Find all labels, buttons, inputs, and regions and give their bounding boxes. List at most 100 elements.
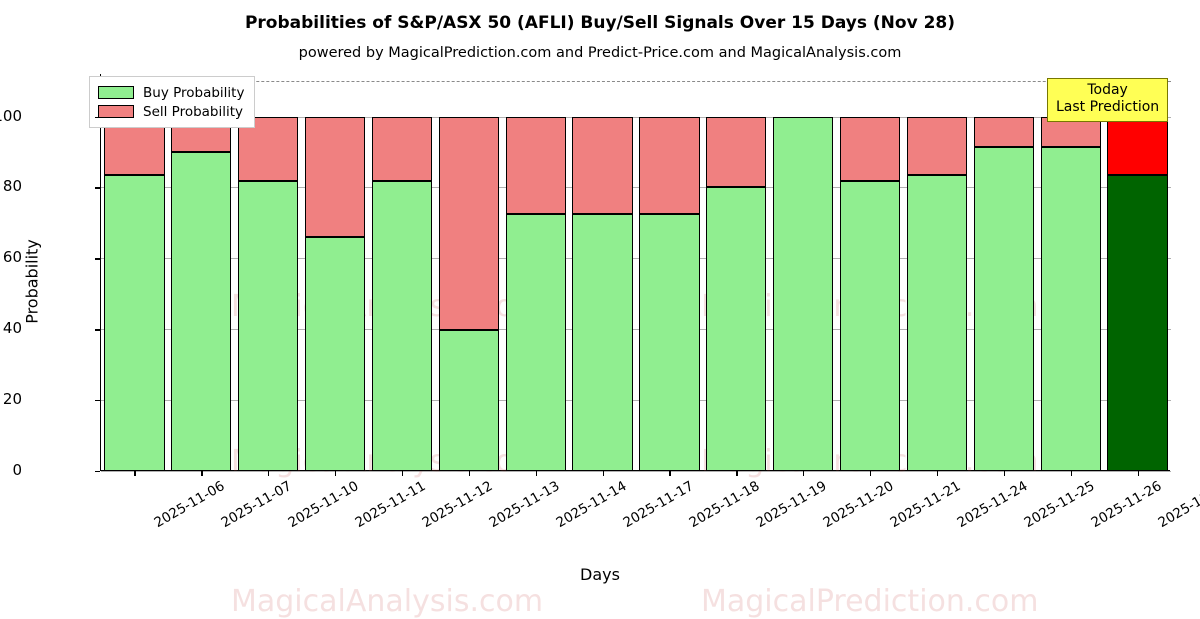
x-tick-mark bbox=[401, 471, 404, 476]
bar-segment-sell[interactable] bbox=[973, 116, 1034, 147]
bar-segment-buy[interactable] bbox=[706, 187, 767, 471]
x-tick-mark bbox=[936, 471, 939, 476]
bar-segment-buy[interactable] bbox=[171, 151, 232, 471]
y-tick-mark bbox=[95, 329, 100, 331]
bar-group[interactable] bbox=[639, 74, 700, 471]
y-gridline bbox=[101, 329, 1171, 331]
x-tick-label: 2025-11-07 bbox=[218, 478, 295, 532]
x-tick-mark bbox=[1003, 471, 1006, 476]
bar-segment-buy[interactable] bbox=[104, 175, 165, 471]
plot-inner: MagicalAnalysis.com MagicalPrediction.com… bbox=[101, 74, 1171, 619]
legend-item-buy: Buy Probability bbox=[98, 83, 244, 102]
bar-segment-sell[interactable] bbox=[304, 116, 366, 237]
y-tick-label: 100 bbox=[0, 106, 22, 125]
legend-label-sell: Sell Probability bbox=[143, 103, 244, 120]
bar-segment-sell[interactable] bbox=[906, 116, 968, 176]
bar-segment-buy[interactable] bbox=[1107, 175, 1168, 471]
y-axis-label: Probability bbox=[22, 239, 42, 324]
bar-segment-buy[interactable] bbox=[572, 214, 633, 471]
bar-group[interactable] bbox=[839, 74, 901, 471]
y-tick-mark bbox=[95, 400, 100, 402]
y-gridline bbox=[101, 471, 1171, 472]
bar-segment-sell[interactable] bbox=[706, 116, 767, 188]
x-tick-label: 2025-11-27 bbox=[1155, 478, 1200, 532]
x-tick-label: 2025-11-14 bbox=[553, 478, 630, 532]
page-title: Probabilities of S&P/ASX 50 (AFLI) Buy/S… bbox=[244, 13, 956, 33]
bar-group[interactable] bbox=[238, 74, 299, 471]
bar-segment-sell[interactable] bbox=[438, 116, 499, 331]
x-tick-mark bbox=[201, 471, 203, 476]
x-axis-label: Days bbox=[580, 565, 620, 584]
y-gridline bbox=[101, 258, 1171, 260]
x-tick-mark bbox=[268, 471, 270, 476]
bar-group[interactable] bbox=[505, 74, 566, 471]
bar-segment-sell[interactable] bbox=[639, 116, 700, 215]
bar-segment-buy[interactable] bbox=[639, 214, 700, 471]
bar-segment-buy[interactable] bbox=[773, 116, 834, 471]
x-tick-mark bbox=[1070, 471, 1072, 476]
x-tick-mark bbox=[1137, 471, 1139, 476]
watermark-text: MagicalAnalysis.com bbox=[231, 584, 544, 619]
bar-group[interactable] bbox=[973, 74, 1034, 471]
y-tick-label: 80 bbox=[2, 177, 22, 196]
bar-segment-buy[interactable] bbox=[438, 330, 499, 471]
bar-group[interactable] bbox=[773, 74, 834, 471]
x-tick-mark bbox=[803, 471, 805, 476]
x-tick-label: 2025-11-06 bbox=[151, 478, 228, 532]
y-tick-mark bbox=[95, 471, 100, 473]
x-tick-label: 2025-11-24 bbox=[954, 478, 1031, 532]
x-tick-mark bbox=[535, 471, 537, 476]
bar-segment-buy[interactable] bbox=[304, 236, 366, 471]
bar-group[interactable] bbox=[171, 74, 232, 471]
bar-group[interactable] bbox=[706, 74, 767, 471]
y-tick-label: 60 bbox=[2, 248, 22, 267]
x-tick-mark bbox=[736, 471, 738, 476]
bar-segment-buy[interactable] bbox=[238, 181, 299, 471]
bar-segment-buy[interactable] bbox=[505, 214, 566, 471]
chart-subtitle: powered by MagicalPrediction.com and Pre… bbox=[298, 45, 902, 61]
x-tick-label: 2025-11-25 bbox=[1021, 478, 1098, 532]
x-tick-label: 2025-11-13 bbox=[486, 478, 563, 532]
bar-segment-sell[interactable] bbox=[572, 116, 633, 215]
y-gridline bbox=[101, 400, 1171, 402]
reference-line bbox=[101, 81, 1171, 83]
y-tick-label: 20 bbox=[2, 390, 22, 409]
x-tick-label: 2025-11-17 bbox=[620, 478, 697, 532]
bar-segment-sell[interactable] bbox=[371, 116, 433, 182]
x-tick-mark bbox=[669, 471, 671, 476]
bar-segment-buy[interactable] bbox=[371, 181, 433, 471]
x-tick-mark bbox=[602, 471, 604, 476]
bar-group[interactable] bbox=[104, 74, 165, 471]
watermark-text: MagicalPrediction.com bbox=[701, 584, 1039, 619]
bar-segment-buy[interactable] bbox=[1040, 146, 1101, 471]
bar-group[interactable] bbox=[572, 74, 633, 471]
bar-segment-buy[interactable] bbox=[906, 175, 968, 471]
today-annotation: Today Last Prediction bbox=[1047, 78, 1169, 122]
y-gridline bbox=[101, 187, 1171, 189]
legend-item-sell: Sell Probability bbox=[98, 102, 244, 121]
bar-segment-sell[interactable] bbox=[1107, 116, 1168, 176]
bar-group[interactable] bbox=[1107, 74, 1168, 471]
bar-group[interactable] bbox=[371, 74, 433, 471]
x-tick-label: 2025-11-19 bbox=[753, 478, 830, 532]
legend-label-buy: Buy Probability bbox=[143, 84, 245, 101]
legend-swatch-sell-icon bbox=[98, 105, 134, 118]
x-tick-label: 2025-11-20 bbox=[820, 478, 897, 532]
bar-group[interactable] bbox=[438, 74, 499, 471]
today-annotation-line1: Today bbox=[1087, 82, 1128, 98]
x-tick-label: 2025-11-21 bbox=[887, 478, 964, 532]
x-tick-mark bbox=[335, 471, 337, 476]
x-tick-mark bbox=[468, 471, 471, 476]
bar-group[interactable] bbox=[906, 74, 968, 471]
bar-group[interactable] bbox=[304, 74, 366, 471]
bar-group[interactable] bbox=[1040, 74, 1101, 471]
bar-segment-buy[interactable] bbox=[839, 181, 901, 471]
x-tick-mark bbox=[134, 471, 136, 476]
chart-legend: Buy Probability Sell Probability bbox=[89, 76, 256, 128]
bar-segment-buy[interactable] bbox=[973, 146, 1034, 471]
today-annotation-line2: Last Prediction bbox=[1056, 99, 1160, 115]
bar-segment-sell[interactable] bbox=[505, 116, 566, 215]
x-tick-label: 2025-11-18 bbox=[686, 478, 763, 532]
chart-figure: Probabilities of S&P/ASX 50 (AFLI) Buy/S… bbox=[0, 13, 1200, 619]
bar-segment-sell[interactable] bbox=[839, 116, 901, 182]
